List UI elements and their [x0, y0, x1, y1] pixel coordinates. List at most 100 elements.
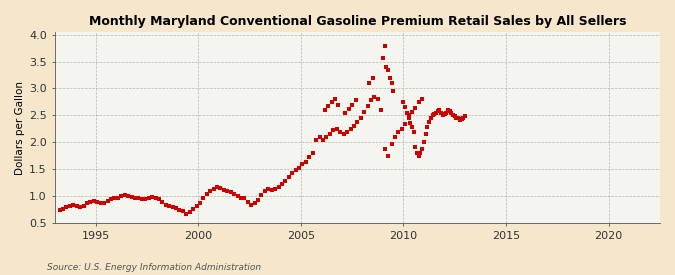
- Point: [335, 129, 346, 134]
- Point: [78, 204, 89, 208]
- Point: [450, 114, 460, 119]
- Point: [284, 175, 294, 179]
- Point: [326, 100, 337, 104]
- Point: [167, 205, 178, 209]
- Point: [178, 208, 188, 213]
- Point: [366, 98, 377, 103]
- Point: [403, 113, 414, 118]
- Point: [72, 204, 82, 208]
- Point: [140, 197, 151, 201]
- Point: [342, 129, 352, 134]
- Point: [249, 201, 260, 205]
- Point: [133, 196, 144, 200]
- Point: [432, 109, 443, 113]
- Point: [229, 192, 240, 196]
- Point: [389, 135, 400, 140]
- Point: [54, 208, 65, 212]
- Point: [259, 189, 270, 193]
- Point: [310, 138, 321, 142]
- Point: [191, 204, 202, 208]
- Point: [290, 167, 301, 172]
- Point: [329, 97, 340, 101]
- Point: [321, 135, 332, 139]
- Point: [280, 179, 291, 183]
- Point: [215, 186, 225, 190]
- Point: [68, 203, 79, 208]
- Point: [388, 89, 399, 94]
- Point: [460, 114, 470, 119]
- Point: [116, 194, 127, 198]
- Point: [130, 196, 140, 200]
- Title: Monthly Maryland Conventional Gasoline Premium Retail Sales by All Sellers: Monthly Maryland Conventional Gasoline P…: [88, 15, 626, 28]
- Point: [414, 100, 425, 104]
- Point: [150, 196, 161, 200]
- Point: [347, 103, 358, 107]
- Point: [424, 120, 435, 124]
- Point: [325, 132, 335, 136]
- Point: [381, 65, 392, 69]
- Point: [105, 197, 116, 202]
- Point: [225, 190, 236, 194]
- Point: [126, 195, 137, 199]
- Point: [201, 192, 212, 196]
- Point: [136, 197, 147, 201]
- Point: [396, 127, 407, 131]
- Point: [181, 212, 192, 216]
- Point: [406, 110, 417, 114]
- Point: [364, 81, 375, 85]
- Point: [410, 106, 421, 110]
- Point: [153, 197, 164, 202]
- Point: [362, 104, 373, 108]
- Point: [417, 97, 428, 101]
- Point: [307, 151, 318, 155]
- Point: [429, 112, 439, 117]
- Point: [417, 147, 428, 152]
- Point: [263, 187, 274, 191]
- Point: [208, 187, 219, 191]
- Point: [318, 138, 329, 142]
- Point: [270, 186, 281, 191]
- Point: [319, 108, 330, 112]
- Point: [350, 98, 361, 103]
- Point: [454, 117, 465, 122]
- Point: [184, 210, 195, 214]
- Point: [112, 196, 123, 200]
- Point: [338, 132, 349, 136]
- Point: [383, 154, 394, 158]
- Point: [435, 111, 446, 115]
- Point: [444, 109, 455, 113]
- Point: [400, 105, 410, 109]
- Point: [146, 195, 157, 199]
- Point: [246, 203, 256, 207]
- Point: [222, 189, 233, 193]
- Point: [402, 111, 412, 115]
- Point: [412, 151, 423, 155]
- Point: [99, 200, 109, 205]
- Point: [61, 205, 72, 210]
- Point: [212, 185, 223, 189]
- Point: [406, 125, 417, 130]
- Point: [102, 199, 113, 203]
- Point: [453, 116, 464, 120]
- Point: [446, 111, 457, 115]
- Point: [448, 113, 458, 118]
- Point: [377, 56, 388, 60]
- Text: Source: U.S. Energy Information Administration: Source: U.S. Energy Information Administ…: [47, 263, 261, 272]
- Point: [304, 155, 315, 160]
- Point: [422, 125, 433, 130]
- Point: [410, 144, 421, 149]
- Y-axis label: Dollars per Gallon: Dollars per Gallon: [15, 81, 25, 175]
- Point: [252, 198, 263, 203]
- Point: [344, 107, 354, 111]
- Point: [414, 154, 425, 158]
- Point: [82, 201, 92, 205]
- Point: [163, 204, 174, 208]
- Point: [174, 207, 185, 212]
- Point: [300, 160, 311, 164]
- Point: [421, 132, 431, 136]
- Point: [393, 129, 404, 134]
- Point: [92, 199, 103, 204]
- Point: [273, 185, 284, 189]
- Point: [373, 97, 383, 101]
- Point: [340, 111, 351, 115]
